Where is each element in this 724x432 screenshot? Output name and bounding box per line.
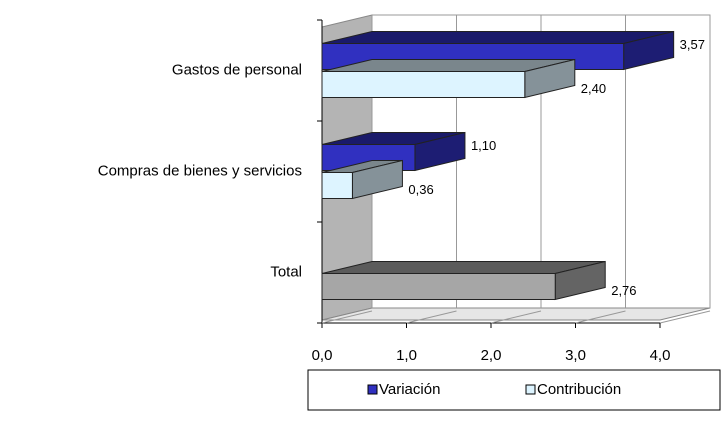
legend-label: Contribución <box>537 381 621 398</box>
category-label: Gastos de personal <box>172 61 302 78</box>
category-label: Total <box>270 263 302 280</box>
floor-line <box>575 310 626 324</box>
floor-line <box>490 310 542 324</box>
x-tick-label: 3,0 <box>565 347 586 364</box>
bar <box>321 273 556 300</box>
bar <box>321 71 526 98</box>
legend-swatch <box>525 384 536 395</box>
bar <box>321 172 353 199</box>
floor-line <box>659 310 711 324</box>
x-tick-label: 2,0 <box>481 347 502 364</box>
legend-label: Variación <box>379 381 440 398</box>
x-tick-label: 1,0 <box>396 347 417 364</box>
x-tick-label: 4,0 <box>650 347 671 364</box>
floor <box>321 307 711 321</box>
value-label: 1,10 <box>471 138 496 153</box>
value-label: 3,57 <box>680 37 705 52</box>
value-label: 2,40 <box>581 81 606 96</box>
floor-line <box>321 310 373 324</box>
floor-line <box>406 310 457 324</box>
x-tick-label: 0,0 <box>312 347 333 364</box>
legend-swatch <box>367 384 378 395</box>
category-label: Compras de bienes y servicios <box>98 162 302 179</box>
bar-top <box>321 31 674 44</box>
value-label: 0,36 <box>408 182 433 197</box>
value-label: 2,76 <box>611 283 636 298</box>
